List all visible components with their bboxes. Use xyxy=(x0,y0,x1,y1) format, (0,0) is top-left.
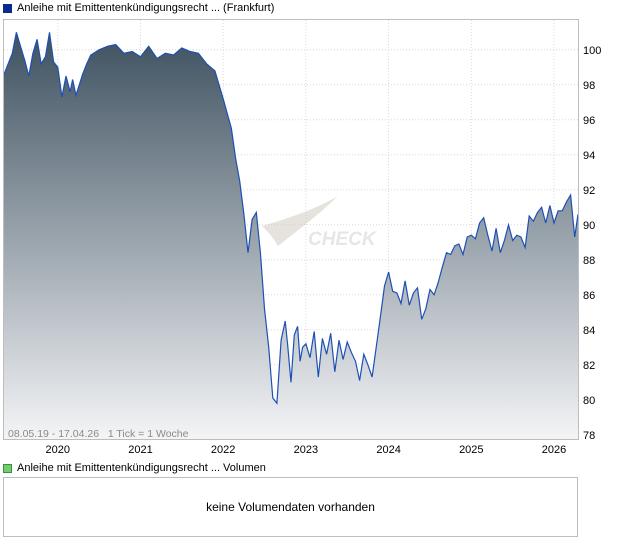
y-tick-label: 98 xyxy=(583,80,595,92)
x-tick-label: 2022 xyxy=(211,444,235,456)
price-legend: Anleihe mit Emittentenkündigungsrecht ..… xyxy=(3,1,274,15)
volume-panel: keine Volumendaten vorhanden xyxy=(3,477,578,537)
volume-legend-swatch xyxy=(3,463,12,473)
x-axis: 2020 2021 2022 2023 2024 2025 2026 xyxy=(46,444,567,456)
x-tick-label: 2026 xyxy=(542,444,566,456)
x-tick-label: 2024 xyxy=(376,444,400,456)
y-tick-label: 82 xyxy=(583,360,595,372)
svg-text:CHECK: CHECK xyxy=(308,229,377,250)
y-tick-label: 100 xyxy=(583,45,601,57)
x-tick-label: 2021 xyxy=(128,444,152,456)
y-tick-label: 78 xyxy=(583,430,595,442)
price-area xyxy=(4,32,578,441)
x-tick-label: 2025 xyxy=(459,444,483,456)
volume-legend-label: Anleihe mit Emittentenkündigungsrecht ..… xyxy=(17,462,266,474)
y-tick-label: 94 xyxy=(583,150,595,162)
price-legend-label: Anleihe mit Emittentenkündigungsrecht ..… xyxy=(17,2,275,14)
y-axis: 78 80 82 84 86 88 90 92 94 96 98 100 xyxy=(583,45,601,442)
x-tick-label: 2023 xyxy=(294,444,318,456)
price-line xyxy=(3,32,579,405)
y-tick-label: 84 xyxy=(583,325,595,337)
volume-legend: Anleihe mit Emittentenkündigungsrecht ..… xyxy=(3,461,266,475)
plot-frame xyxy=(3,19,579,440)
volume-message: keine Volumendaten vorhanden xyxy=(206,500,375,514)
price-legend-swatch xyxy=(3,3,12,13)
price-chart: CHECK 78 80 82 84 86 88 90 92 94 96 98 100 2020 2021… xyxy=(3,19,601,456)
x-tick-label: 2020 xyxy=(46,444,70,456)
y-tick-label: 86 xyxy=(583,290,595,302)
y-tick-label: 88 xyxy=(583,255,595,267)
range-note: 08.05.19 - 17.04.26 1 Tick = 1 Woche xyxy=(8,428,189,440)
y-tick-label: 90 xyxy=(583,220,595,232)
watermark-logo: CHECK xyxy=(262,196,377,250)
y-tick-label: 80 xyxy=(583,395,595,407)
y-tick-label: 96 xyxy=(583,115,595,127)
y-tick-label: 92 xyxy=(583,185,595,197)
